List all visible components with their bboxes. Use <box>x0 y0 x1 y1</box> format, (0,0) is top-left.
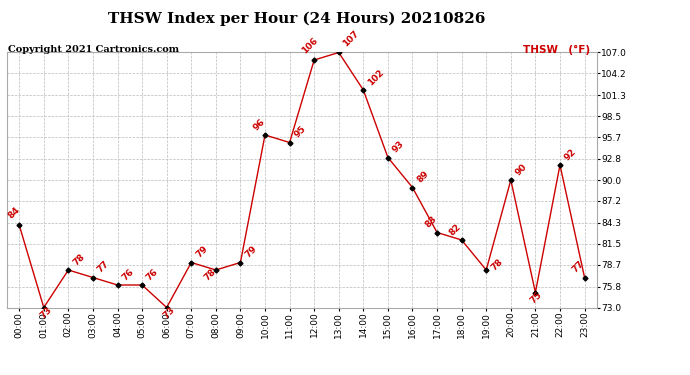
Text: 73: 73 <box>161 305 177 320</box>
Text: 96: 96 <box>251 117 266 132</box>
Text: THSW (°F): THSW (°F) <box>523 45 590 55</box>
Text: 73: 73 <box>38 305 54 320</box>
Text: 82: 82 <box>448 222 463 237</box>
Text: 79: 79 <box>194 244 210 260</box>
Text: 78: 78 <box>489 258 504 273</box>
Text: THSW Index per Hour (24 Hours) 20210826: THSW Index per Hour (24 Hours) 20210826 <box>108 11 485 26</box>
Text: 95: 95 <box>293 124 308 140</box>
Text: 106: 106 <box>300 36 319 56</box>
Text: 78: 78 <box>71 252 86 267</box>
Text: 77: 77 <box>96 260 111 275</box>
Text: 93: 93 <box>391 140 406 155</box>
Text: 79: 79 <box>243 244 259 260</box>
Text: 84: 84 <box>7 206 22 221</box>
Text: 92: 92 <box>563 147 578 162</box>
Text: 90: 90 <box>513 162 529 177</box>
Text: 83: 83 <box>423 214 438 230</box>
Text: 76: 76 <box>145 267 160 282</box>
Text: 78: 78 <box>202 267 217 282</box>
Text: 77: 77 <box>571 260 586 275</box>
Text: 76: 76 <box>120 267 135 282</box>
Text: 107: 107 <box>342 29 361 48</box>
Text: 75: 75 <box>529 290 544 305</box>
Text: 89: 89 <box>415 170 431 185</box>
Text: Copyright 2021 Cartronics.com: Copyright 2021 Cartronics.com <box>8 45 179 54</box>
Text: 102: 102 <box>366 68 386 87</box>
